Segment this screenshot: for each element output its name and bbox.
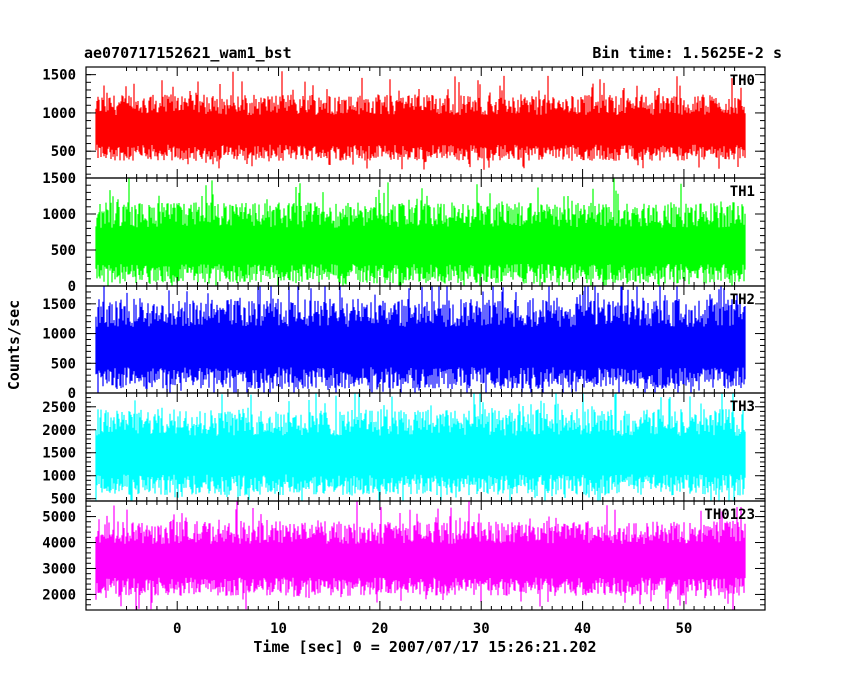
panel-label-th1: TH1 [730, 184, 755, 200]
x-axis-label: Time [sec] 0 = 2007/07/17 15:26:21.202 [253, 638, 597, 656]
x-tick-label: 40 [574, 621, 591, 637]
y-tick-label: 500 [51, 492, 76, 508]
y-tick-label: 2000 [42, 423, 76, 439]
y-tick-label: 0 [68, 279, 76, 295]
y-axis-label: Counts/sec [5, 299, 23, 391]
plot-title: ae070717152621_wam1_bst [84, 44, 292, 62]
x-tick-label: 20 [371, 621, 388, 637]
y-tick-label: 4000 [42, 536, 76, 552]
x-tick-label: 10 [270, 621, 287, 637]
y-tick-label: 1500 [42, 171, 76, 187]
x-tick-label: 30 [473, 621, 490, 637]
series-th3 [95, 393, 746, 501]
series-th0 [95, 71, 746, 170]
bin-time-label: Bin time: 1.5625E-2 s [592, 44, 782, 62]
series-th1 [95, 178, 746, 286]
y-tick-label: 5000 [42, 510, 76, 526]
x-tick-label: 0 [173, 621, 181, 637]
panel-label-th0: TH0 [730, 73, 755, 89]
y-tick-label: 1000 [42, 207, 76, 223]
series-th2 [95, 286, 746, 393]
x-tick-label: 50 [675, 621, 692, 637]
y-tick-label: 2000 [42, 587, 76, 603]
y-tick-label: 1500 [42, 68, 76, 84]
panel-label-th2: TH2 [730, 292, 755, 308]
y-tick-label: 1000 [42, 106, 76, 122]
y-tick-label: 500 [51, 243, 76, 259]
y-tick-label: 1000 [42, 327, 76, 343]
y-tick-label: 1500 [42, 297, 76, 313]
y-tick-label: 2500 [42, 400, 76, 416]
y-tick-label: 500 [51, 144, 76, 160]
y-tick-label: 3000 [42, 561, 76, 577]
y-tick-label: 1000 [42, 469, 76, 485]
y-tick-label: 500 [51, 356, 76, 372]
panel-label-th0123: TH0123 [704, 507, 755, 523]
panel-frame-th0123 [85, 500, 766, 611]
series-th0123 [95, 501, 746, 610]
y-tick-label: 1500 [42, 446, 76, 462]
y-tick-label: 0 [68, 386, 76, 402]
panel-label-th3: TH3 [730, 399, 755, 415]
